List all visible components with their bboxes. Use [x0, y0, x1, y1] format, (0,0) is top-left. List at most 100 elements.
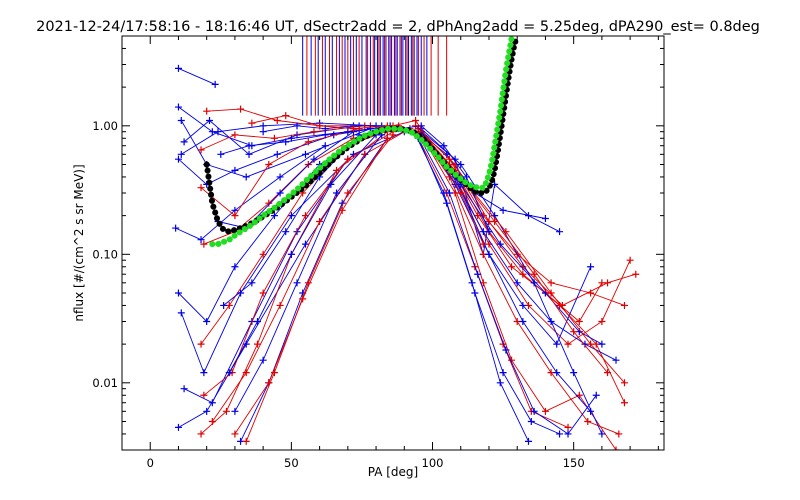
data-point-red — [197, 146, 205, 154]
data-point-blue — [457, 160, 465, 168]
data-point-blue — [499, 206, 507, 214]
data-point-blue — [174, 423, 182, 431]
data-point-red — [584, 417, 592, 425]
data-point-red — [282, 112, 290, 120]
series-line-blue — [420, 131, 591, 412]
data-point-blue — [174, 289, 182, 297]
x-tick-label: 150 — [563, 456, 585, 470]
data-point-blue — [496, 240, 504, 248]
data-point-red — [615, 430, 623, 438]
data-point-red — [612, 446, 620, 450]
data-point-blue — [525, 212, 532, 220]
series-line-blue — [420, 128, 603, 435]
data-point-red — [587, 289, 595, 297]
data-point-blue — [301, 240, 309, 248]
data-point-red — [333, 166, 341, 174]
data-point-blue — [556, 228, 564, 236]
data-point-red — [304, 279, 312, 287]
data-point-blue — [541, 214, 549, 222]
data-point-blue — [440, 189, 448, 197]
data-point-red — [547, 289, 555, 297]
data-point-blue — [177, 116, 185, 124]
data-point-red — [301, 212, 309, 220]
data-point-red — [570, 328, 578, 336]
fit-curve-green — [209, 36, 515, 248]
data-point-red — [242, 437, 250, 445]
data-point-blue — [598, 430, 606, 438]
data-point-blue — [259, 356, 267, 364]
data-point-blue — [612, 356, 620, 364]
data-point-blue — [485, 250, 493, 258]
data-point-red — [222, 407, 230, 415]
data-point-red — [620, 379, 628, 387]
data-point-red — [457, 189, 465, 197]
data-point-red — [276, 301, 284, 309]
data-point-blue — [564, 430, 572, 438]
data-point-blue — [259, 128, 267, 136]
data-point-blue — [293, 122, 301, 130]
data-point-blue — [220, 301, 228, 309]
data-point-red — [541, 407, 549, 415]
y-tick-label: 0.01 — [92, 376, 118, 390]
data-point-blue — [211, 80, 219, 88]
series-line-blue — [178, 67, 216, 85]
data-point-blue — [200, 369, 208, 377]
data-point-red — [248, 119, 256, 127]
data-point-blue — [174, 155, 182, 163]
series-line-red — [200, 131, 388, 435]
y-axis-label: nflux [#/(cm^2 s sr MeV)] — [72, 164, 86, 321]
data-point-blue — [197, 236, 205, 244]
data-point-red — [620, 301, 628, 309]
data-point-red — [265, 160, 273, 168]
data-point-blue — [553, 340, 561, 348]
data-point-blue — [327, 180, 335, 188]
data-point-blue — [237, 289, 245, 297]
data-point-blue — [333, 189, 341, 197]
series-line-red — [420, 131, 603, 323]
data-point-red — [270, 369, 278, 377]
data-point-red — [265, 199, 273, 207]
data-point-red — [412, 116, 420, 124]
y-tick-label: 1.00 — [92, 119, 118, 133]
data-point-blue — [180, 385, 188, 393]
data-point-blue — [587, 263, 595, 271]
data-point-blue — [276, 173, 284, 181]
data-point-red — [626, 256, 634, 264]
data-point-blue — [259, 122, 267, 130]
data-point-blue — [598, 340, 606, 348]
data-point-red — [231, 212, 239, 220]
data-point-red — [564, 340, 572, 348]
x-tick-label: 100 — [422, 456, 444, 470]
series-line-red — [211, 128, 411, 422]
data-point-red — [203, 107, 211, 115]
series-line-blue — [223, 134, 360, 306]
data-point-blue — [556, 430, 564, 438]
data-point-blue — [172, 224, 180, 232]
data-point-blue — [282, 228, 290, 236]
data-point-red — [604, 279, 612, 287]
data-point-red — [197, 430, 205, 438]
data-point-blue — [310, 155, 318, 163]
data-point-red — [479, 240, 487, 248]
data-point-red — [604, 369, 612, 377]
data-point-red — [310, 128, 318, 136]
data-point-blue — [248, 279, 256, 287]
data-point-red — [530, 270, 538, 278]
data-point-blue — [254, 318, 261, 326]
series-line-red — [203, 131, 394, 396]
series-line-blue — [418, 134, 597, 435]
data-point-blue — [485, 228, 493, 236]
data-point-red — [231, 430, 239, 438]
axis-layer: 0 50 100 150 0.01 0.10 1.00 — [92, 35, 664, 470]
data-point-blue — [527, 417, 535, 425]
data-point-red — [259, 289, 267, 297]
data-point-blue — [231, 166, 239, 174]
data-point-red — [389, 131, 397, 139]
data-point-red — [383, 134, 391, 142]
data-point-blue — [293, 279, 301, 287]
data-point-blue — [440, 142, 448, 150]
data-point-blue — [321, 142, 329, 150]
data-point-blue — [231, 263, 239, 271]
x-axis-label: PA [deg] — [368, 465, 418, 479]
